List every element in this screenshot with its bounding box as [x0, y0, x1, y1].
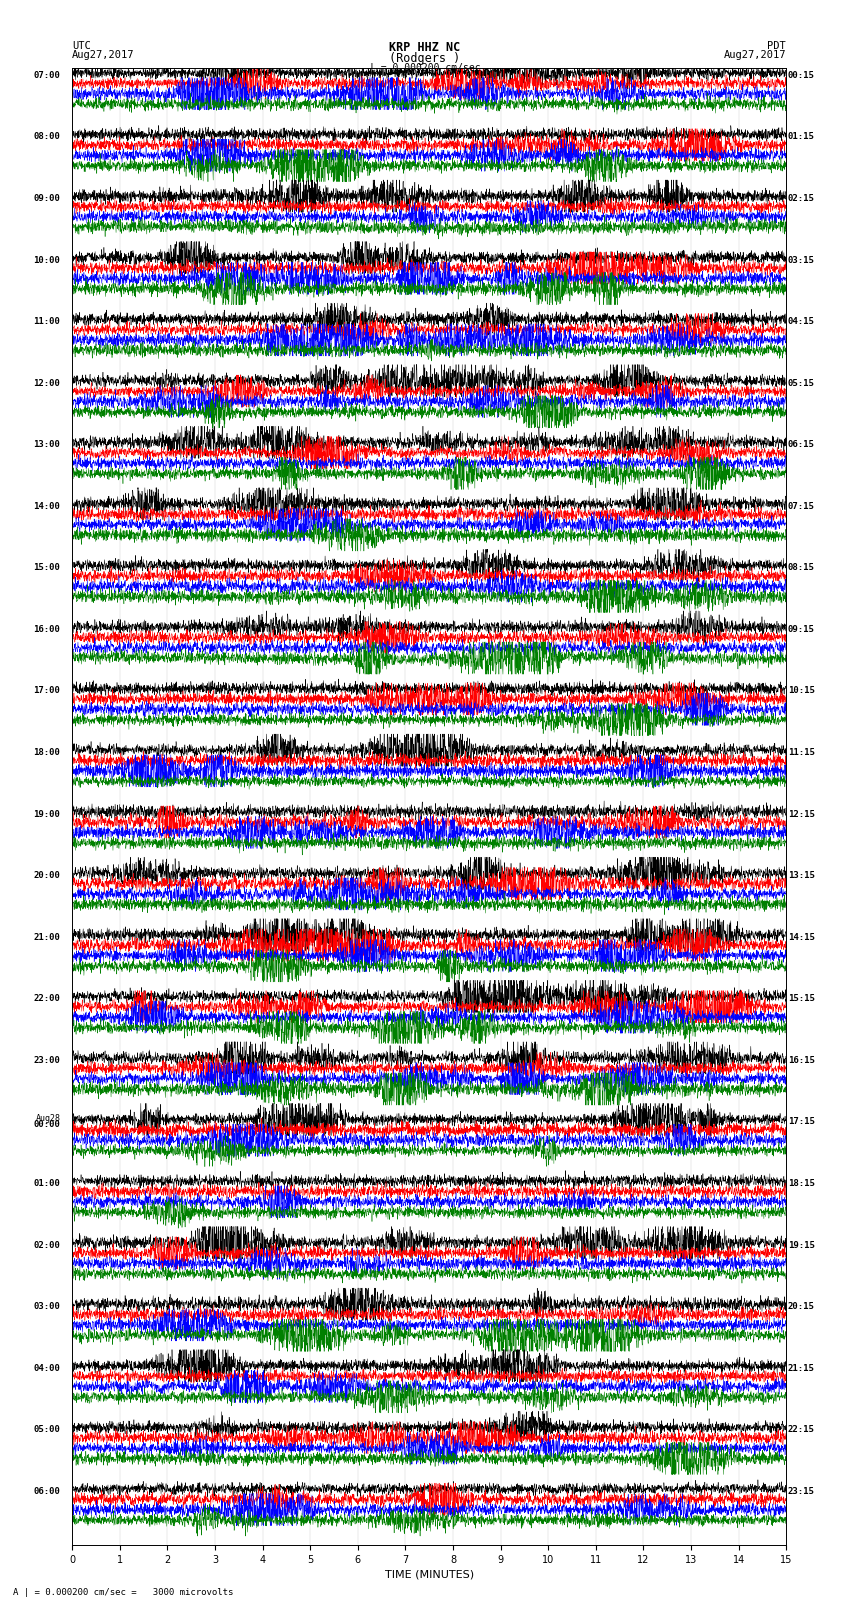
Text: Aug27,2017: Aug27,2017 [723, 50, 786, 60]
Text: 23:00: 23:00 [33, 1057, 60, 1065]
Text: 00:00: 00:00 [33, 1119, 60, 1129]
Text: 20:00: 20:00 [33, 871, 60, 881]
Text: 18:15: 18:15 [788, 1179, 814, 1189]
Text: KRP HHZ NC: KRP HHZ NC [389, 40, 461, 55]
Text: 02:15: 02:15 [788, 194, 814, 203]
Text: 04:15: 04:15 [788, 318, 814, 326]
Text: PDT: PDT [768, 40, 786, 52]
Text: 00:15: 00:15 [788, 71, 814, 81]
Text: 07:15: 07:15 [788, 502, 814, 511]
Text: 17:00: 17:00 [33, 687, 60, 695]
Text: 06:00: 06:00 [33, 1487, 60, 1495]
Text: 10:15: 10:15 [788, 687, 814, 695]
Text: 01:15: 01:15 [788, 132, 814, 142]
Text: 06:15: 06:15 [788, 440, 814, 450]
Text: 14:00: 14:00 [33, 502, 60, 511]
Text: 14:15: 14:15 [788, 932, 814, 942]
Text: (Rodgers ): (Rodgers ) [389, 52, 461, 65]
Text: 12:00: 12:00 [33, 379, 60, 387]
Text: 12:15: 12:15 [788, 810, 814, 819]
Text: 21:00: 21:00 [33, 932, 60, 942]
Text: 03:00: 03:00 [33, 1302, 60, 1311]
Text: 11:00: 11:00 [33, 318, 60, 326]
X-axis label: TIME (MINUTES): TIME (MINUTES) [385, 1569, 473, 1579]
Text: 07:00: 07:00 [33, 71, 60, 81]
Text: 05:15: 05:15 [788, 379, 814, 387]
Text: 13:15: 13:15 [788, 871, 814, 881]
Text: Aug28: Aug28 [36, 1115, 60, 1123]
Text: | = 0.000200 cm/sec: | = 0.000200 cm/sec [369, 63, 481, 73]
Text: 19:15: 19:15 [788, 1240, 814, 1250]
Text: 15:00: 15:00 [33, 563, 60, 573]
Text: 22:15: 22:15 [788, 1426, 814, 1434]
Text: 20:15: 20:15 [788, 1302, 814, 1311]
Text: Aug27,2017: Aug27,2017 [72, 50, 135, 60]
Text: 16:15: 16:15 [788, 1057, 814, 1065]
Text: 17:15: 17:15 [788, 1118, 814, 1126]
Text: 01:00: 01:00 [33, 1179, 60, 1189]
Text: 21:15: 21:15 [788, 1363, 814, 1373]
Text: 04:00: 04:00 [33, 1363, 60, 1373]
Text: 18:00: 18:00 [33, 748, 60, 756]
Text: 23:15: 23:15 [788, 1487, 814, 1495]
Text: 05:00: 05:00 [33, 1426, 60, 1434]
Text: 08:00: 08:00 [33, 132, 60, 142]
Text: 09:00: 09:00 [33, 194, 60, 203]
Text: 22:00: 22:00 [33, 994, 60, 1003]
Text: 03:15: 03:15 [788, 255, 814, 265]
Text: A | = 0.000200 cm/sec =   3000 microvolts: A | = 0.000200 cm/sec = 3000 microvolts [13, 1587, 233, 1597]
Text: 16:00: 16:00 [33, 624, 60, 634]
Text: UTC: UTC [72, 40, 91, 52]
Text: 08:15: 08:15 [788, 563, 814, 573]
Text: 09:15: 09:15 [788, 624, 814, 634]
Text: 02:00: 02:00 [33, 1240, 60, 1250]
Text: 15:15: 15:15 [788, 994, 814, 1003]
Text: 13:00: 13:00 [33, 440, 60, 450]
Text: 11:15: 11:15 [788, 748, 814, 756]
Text: 19:00: 19:00 [33, 810, 60, 819]
Text: 10:00: 10:00 [33, 255, 60, 265]
